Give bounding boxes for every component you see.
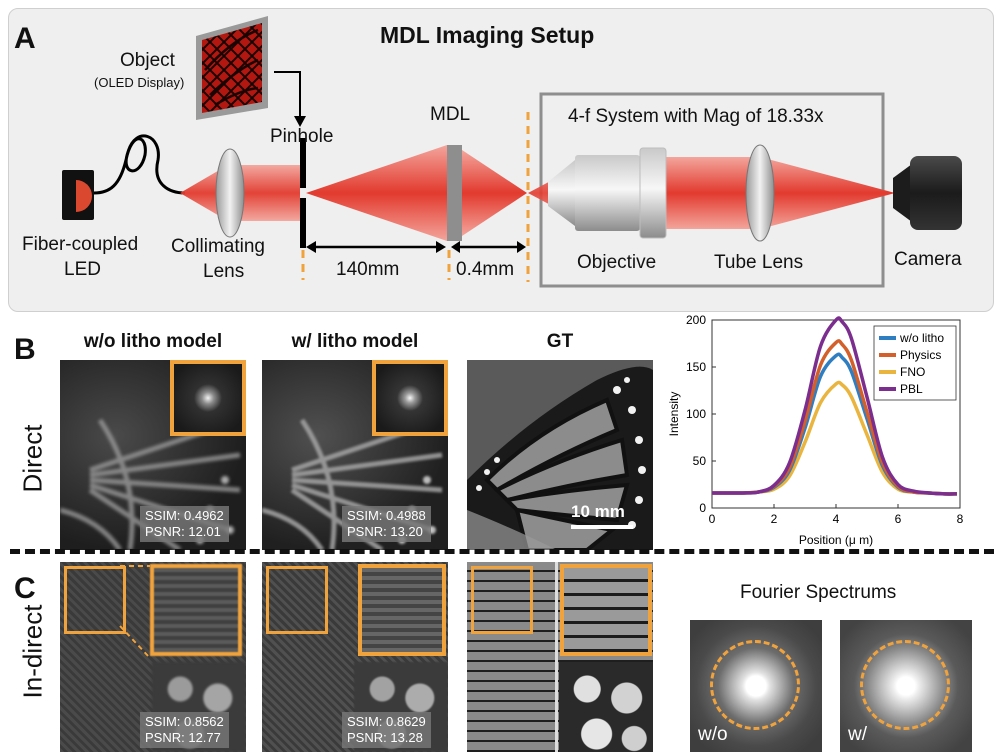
zoom-region-box <box>266 566 328 634</box>
object-arrow-head <box>294 116 306 127</box>
gt-divider-line <box>555 562 558 752</box>
image-indirect-ground-truth <box>467 562 653 752</box>
chart-xlabel: Position (μ m) <box>799 533 873 547</box>
zoom-inset-wo-litho <box>150 564 242 656</box>
collimating-label-line2: Lens <box>203 261 245 282</box>
distance-04mm: 0.4mm <box>456 259 515 280</box>
column-title-gt: GT <box>546 331 574 352</box>
object-sublabel: (OLED Display) <box>94 75 185 90</box>
metrics-indirect-wo-litho: SSIM: 0.8562 PSNR: 12.77 <box>140 712 229 748</box>
fourier-spectrum-wo: w/o <box>690 620 822 752</box>
object-label: Object <box>120 50 175 71</box>
fiber-label-line1: Fiber-coupled <box>22 234 139 255</box>
x-tick-label: 4 <box>833 512 840 526</box>
psnr-direct-w-litho: PSNR: 13.20 <box>347 524 423 539</box>
column-title-wo-litho: w/o litho model <box>83 331 223 352</box>
beam-mdl-focus <box>462 150 527 236</box>
fourier-title: Fourier Spectrums <box>740 582 897 603</box>
camera-shape <box>893 156 962 230</box>
panel-b-letter: B <box>14 333 36 366</box>
imaging-setup-diagram <box>62 16 962 288</box>
fourier-label-wo: w/o <box>698 724 728 745</box>
scalebar <box>571 525 633 529</box>
four-f-label: 4-f System with Mag of 18.33x <box>568 106 824 127</box>
y-tick-label: 200 <box>686 313 706 327</box>
intensity-profile-chart: 0 2 4 6 8 0 50 100 150 200 w/o litho Physics FNO PBL… <box>667 313 964 547</box>
pinhole-label: Pinhole <box>270 126 334 147</box>
tube-lens-label: Tube Lens <box>714 252 804 273</box>
image-direct-ground-truth: 10 mm <box>467 360 653 550</box>
psnr-indirect-w-litho: PSNR: 13.28 <box>347 730 423 745</box>
objective-label: Objective <box>577 252 657 273</box>
beam-to-mdl <box>306 145 447 241</box>
psnr-direct-wo-litho: PSNR: 12.01 <box>145 524 221 539</box>
y-tick-label: 50 <box>693 454 707 468</box>
camera-label: Camera <box>894 249 962 270</box>
panel-a-letter: A <box>14 22 36 55</box>
beam-collimated-4f <box>650 157 760 229</box>
collimating-lens-shape <box>215 148 245 238</box>
scalebar-label: 10 mm <box>571 502 625 521</box>
pinhole-bottom <box>300 198 306 248</box>
ssim-indirect-wo-litho: SSIM: 0.8562 <box>145 714 224 729</box>
panel-c-letter: C <box>14 572 36 605</box>
y-tick-label: 150 <box>686 360 706 374</box>
distance-140mm: 140mm <box>336 259 400 280</box>
chart-ylabel: Intensity <box>667 392 681 437</box>
pinhole-top <box>300 138 306 188</box>
y-tick-label: 100 <box>686 407 706 421</box>
fourier-label-w: w/ <box>848 724 867 745</box>
metrics-indirect-w-litho: SSIM: 0.8629 PSNR: 13.28 <box>342 712 431 748</box>
column-title-w-litho: w/ litho model <box>291 331 419 352</box>
metrics-direct-w-litho: SSIM: 0.4988 PSNR: 13.20 <box>342 506 431 542</box>
zoom-inset-ground-truth <box>560 564 652 656</box>
zoom-region-box <box>64 566 126 634</box>
panel-a-background <box>8 8 994 312</box>
fiber-coupled-led <box>62 134 186 220</box>
y-tick-label: 0 <box>699 501 706 515</box>
pebbles-region-gt <box>559 662 653 752</box>
x-tick-label: 2 <box>771 512 778 526</box>
panel-a-title: MDL Imaging Setup <box>380 22 595 48</box>
mdl-label: MDL <box>430 104 471 125</box>
legend-label: PBL <box>900 382 923 396</box>
fiber-label-line2: LED <box>64 259 101 280</box>
x-tick-label: 6 <box>895 512 902 526</box>
fourier-circle-wo <box>710 640 800 730</box>
object-arrow <box>274 71 301 118</box>
collimating-label-line1: Collimating <box>171 236 265 257</box>
section-separator <box>10 549 994 554</box>
psf-inset-w-litho <box>372 360 448 436</box>
beam-to-camera <box>760 157 895 229</box>
ssim-direct-wo-litho: SSIM: 0.4962 <box>145 508 224 523</box>
zoom-inset-w-litho <box>358 564 446 656</box>
psf-inset-wo-litho <box>170 360 246 436</box>
metrics-direct-wo-litho: SSIM: 0.4962 PSNR: 12.01 <box>140 506 229 542</box>
series-line-pbl <box>711 316 957 496</box>
tube-lens-shape <box>745 144 775 242</box>
fourier-circle-w <box>860 640 950 730</box>
ssim-direct-w-litho: SSIM: 0.4988 <box>347 508 426 523</box>
ssim-indirect-w-litho: SSIM: 0.8629 <box>347 714 426 729</box>
fourier-spectrum-w: w/ <box>840 620 972 752</box>
objective-shape <box>548 147 667 239</box>
legend-label: w/o litho <box>899 331 944 345</box>
zoom-region-box <box>471 566 533 634</box>
oled-display-object <box>196 16 268 120</box>
x-tick-label: 0 <box>709 512 716 526</box>
legend-label: FNO <box>900 365 925 379</box>
x-tick-label: 8 <box>957 512 964 526</box>
psnr-indirect-wo-litho: PSNR: 12.77 <box>145 730 221 745</box>
legend-label: Physics <box>900 348 941 362</box>
